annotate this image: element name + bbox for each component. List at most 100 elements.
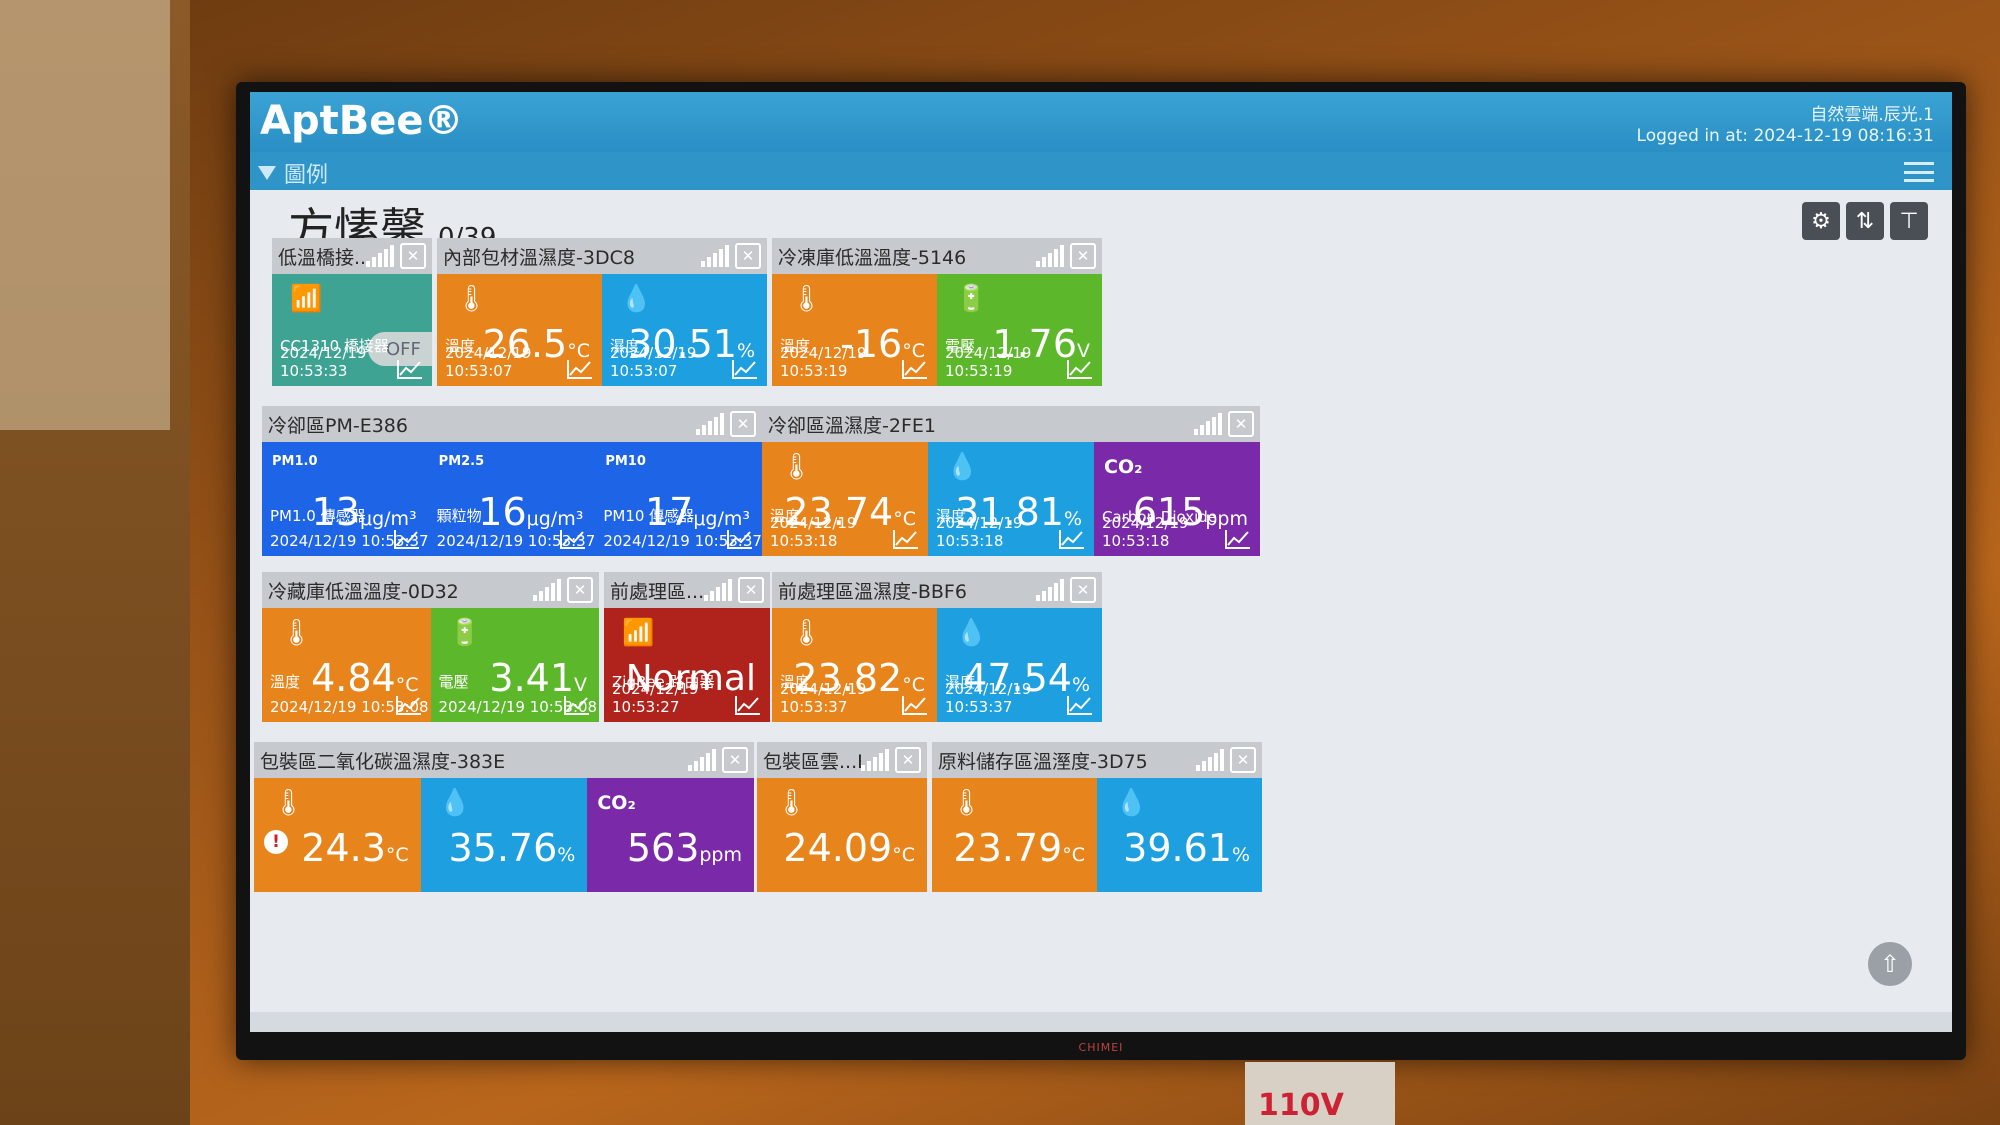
device-card[interactable]: 冷卻區溫濕度-2FE1 ✕ 🌡 23.74°C 溫度 2024/12/19 10:53:1…: [762, 406, 1260, 556]
sensor-tile-temp[interactable]: 🌡 24.09°C: [757, 778, 927, 892]
power-socket: [1245, 1062, 1395, 1125]
trend-chart-icon[interactable]: [734, 694, 762, 716]
sensor-label: 顆粒物: [436, 507, 482, 525]
sensor-tile-pm[interactable]: PM1.0 13μg/m³ PM1.0 傳感器 2024/12/19 10:53:37: [262, 442, 429, 556]
sensor-tile-pm[interactable]: PM10 17μg/m³ PM10 傳感器 2024/12/19 10:53:37: [595, 442, 763, 556]
device-title: 前處理區溫濕度-BBF6: [778, 580, 967, 603]
settings-tool-icon[interactable]: ✕: [1228, 411, 1254, 437]
device-title: 包裝區雲...E8: [763, 750, 861, 773]
sensor-tile-temp[interactable]: 🌡 26.5°C 溫度 2024/12/19 10:53:07: [437, 274, 602, 386]
device-card[interactable]: 內部包材溫濕度-3DC8 ✕ 🌡 26.5°C 溫度 2024/12/19 10:53:0…: [437, 238, 767, 386]
device-card[interactable]: 前處理區溫濕度-BBF6 ✕ 🌡 23.82°C 溫度 2024/12/19 10:53:…: [772, 572, 1102, 722]
wall-poster: [0, 0, 170, 430]
signal-strength-icon: [1036, 245, 1064, 267]
sensor-tile-switch[interactable]: 📶 OFF CC1310 橋接器 2024/12/19 10:53:33: [272, 274, 432, 386]
sensor-label: 溫度: [780, 337, 811, 355]
sensor-tile-temp[interactable]: 🌡 23.74°C 溫度 2024/12/19 10:53:18: [762, 442, 928, 556]
trend-chart-icon[interactable]: [726, 528, 754, 550]
device-card[interactable]: 冷卻區PM-E386 ✕ PM1.0 13μg/m³ PM1.0 傳感器 2024/12/…: [262, 406, 763, 556]
settings-tool-icon[interactable]: ✕: [738, 577, 764, 603]
value-number: 31.81: [955, 490, 1064, 534]
socket-label: 110V: [1258, 1088, 1344, 1123]
sensor-tile-temp[interactable]: 🌡 -16°C 溫度 2024/12/19 10:53:19: [772, 274, 937, 386]
sensor-tile-hum[interactable]: 💧 47.54% 濕度 2024/12/19 10:53:37: [937, 608, 1102, 722]
device-card-header: 包裝區二氧化碳溫濕度-383E ✕: [254, 742, 754, 778]
device-card[interactable]: 冷凍庫低溫溫度-5146 ✕ 🌡 -16°C 溫度 2024/12/19 10:53:19…: [772, 238, 1102, 386]
sensor-value: 24.09°C: [783, 826, 915, 870]
sensor-tile-hum[interactable]: 💧 30.51% 濕度 2024/12/19 10:53:07: [602, 274, 767, 386]
sensor-tile-hum[interactable]: 💧 39.61%: [1097, 778, 1262, 892]
sort-az-icon[interactable]: ⇅: [1846, 202, 1884, 240]
value-number: 47.54: [963, 656, 1072, 700]
legend-label: 圖例: [284, 163, 329, 188]
value-number: 563: [626, 826, 700, 870]
sensor-tile-pm[interactable]: PM2.5 16μg/m³ 顆粒物 2024/12/19 10:53:37: [428, 442, 596, 556]
trend-chart-icon[interactable]: [892, 528, 920, 550]
trend-chart-icon[interactable]: [559, 528, 587, 550]
trend-chart-icon[interactable]: [566, 358, 594, 380]
sensor-value: 26.5°C: [483, 322, 590, 366]
settings-tool-icon[interactable]: ✕: [1070, 577, 1096, 603]
sensor-value: 31.81%: [955, 490, 1082, 534]
monitor-brand: CHIMEI: [1078, 1041, 1124, 1054]
settings-tool-icon[interactable]: ✕: [1230, 747, 1256, 773]
settings-tool-icon[interactable]: ✕: [895, 747, 921, 773]
device-card[interactable]: 包裝區雲...E8 ✕ 🌡 24.09°C: [757, 742, 927, 892]
particle-icon: PM10: [605, 454, 646, 469]
sensor-value: 615ppm: [1133, 490, 1248, 534]
trend-chart-icon[interactable]: [901, 358, 929, 380]
settings-tool-icon[interactable]: ✕: [730, 411, 756, 437]
value-number: 13: [311, 490, 360, 534]
settings-tool-icon[interactable]: ✕: [722, 747, 748, 773]
trend-chart-icon[interactable]: [563, 694, 591, 716]
settings-tool-icon[interactable]: ✕: [400, 243, 426, 269]
sensor-tile-temp[interactable]: 🌡 4.84°C 溫度 2024/12/19 10:53:08: [262, 608, 431, 722]
trend-chart-icon[interactable]: [1066, 694, 1094, 716]
power-toggle[interactable]: OFF: [368, 332, 432, 366]
antenna-icon: 📶: [290, 284, 323, 314]
legend-toggle[interactable]: 圖例: [258, 157, 328, 189]
alert-icon[interactable]: !: [264, 830, 288, 854]
trend-chart-icon[interactable]: [396, 358, 424, 380]
trend-chart-icon[interactable]: [1058, 528, 1086, 550]
sensor-tile-status[interactable]: 📶 Normal ZigBee 路由器 2024/12/19 10:53:27: [604, 608, 770, 722]
value-unit: %: [736, 340, 755, 362]
trend-chart-icon[interactable]: [393, 528, 421, 550]
particle-icon: PM1.0: [272, 454, 318, 469]
sensor-tile-volt[interactable]: 🔋 1.76V 電壓 2024/12/19 10:53:19: [937, 274, 1102, 386]
trend-chart-icon[interactable]: [395, 694, 423, 716]
toolbar: ⚙ ⇅ ⊤: [1802, 202, 1928, 240]
device-card[interactable]: 包裝區二氧化碳溫濕度-383E ✕ 🌡 24.3°C! 💧 35.76% CO₂ 563ppm: [254, 742, 755, 892]
sensor-tile-temp[interactable]: 🌡 24.3°C!: [254, 778, 421, 892]
gear-icon[interactable]: ⚙: [1802, 202, 1840, 240]
caret-down-icon: [258, 166, 276, 180]
device-card[interactable]: 原料儲存區溫溼度-3D75 ✕ 🌡 23.79°C 💧 39.61%: [932, 742, 1262, 892]
sensor-tile-hum[interactable]: 💧 31.81% 濕度 2024/12/19 10:53:18: [928, 442, 1094, 556]
trend-chart-icon[interactable]: [731, 358, 759, 380]
sensor-value: 39.61%: [1123, 826, 1250, 870]
sensor-tile-temp[interactable]: 🌡 23.82°C 溫度 2024/12/19 10:53:37: [772, 608, 937, 722]
thermometer-icon: 🌡: [780, 452, 814, 482]
signal-strength-icon: [1194, 413, 1222, 435]
sensor-tile-volt[interactable]: 🔋 3.41V 電壓 2024/12/19 10:53:08: [430, 608, 599, 722]
device-card[interactable]: 冷藏庫低溫溫度-0D32 ✕ 🌡 4.84°C 溫度 2024/12/19 10:53:0…: [262, 572, 599, 722]
value-number: 4.84: [311, 656, 396, 700]
trend-chart-icon[interactable]: [901, 694, 929, 716]
scroll-top-icon[interactable]: ⇧: [1868, 942, 1912, 986]
sensor-tile-hum[interactable]: 💧 35.76%: [420, 778, 588, 892]
sensor-tile-temp[interactable]: 🌡 23.79°C: [932, 778, 1097, 892]
sensor-timestamp: 2024/12/19 10:53:37: [780, 680, 867, 716]
sensor-tile-co2[interactable]: CO₂ 615ppm Carbon Dioxide 2024/12/19 10:53:…: [1094, 442, 1260, 556]
settings-tool-icon[interactable]: ✕: [735, 243, 761, 269]
settings-tool-icon[interactable]: ✕: [567, 577, 593, 603]
hamburger-menu-icon[interactable]: [1904, 162, 1934, 182]
trend-chart-icon[interactable]: [1066, 358, 1094, 380]
device-card-header: 冷藏庫低溫溫度-0D32 ✕: [262, 572, 599, 608]
filter-icon[interactable]: ⊤: [1890, 202, 1928, 240]
settings-tool-icon[interactable]: ✕: [1070, 243, 1096, 269]
sensor-tile-co2[interactable]: CO₂ 563ppm: [587, 778, 755, 892]
trend-chart-icon[interactable]: [1224, 528, 1252, 550]
value-number: 23.79: [953, 826, 1063, 870]
